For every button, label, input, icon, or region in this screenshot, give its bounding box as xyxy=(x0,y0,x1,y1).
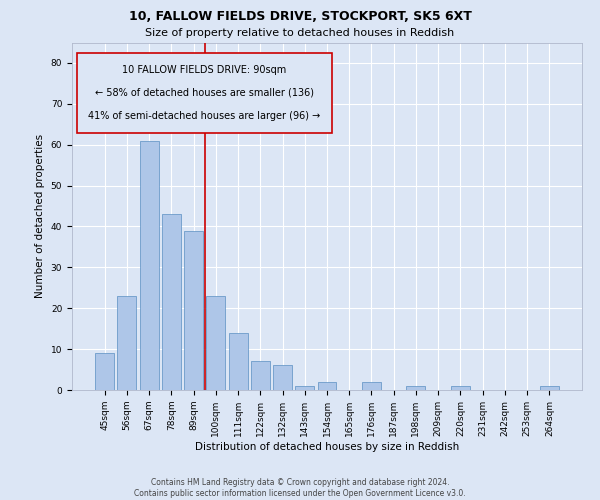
X-axis label: Distribution of detached houses by size in Reddish: Distribution of detached houses by size … xyxy=(195,442,459,452)
Bar xyxy=(118,296,136,390)
Bar xyxy=(295,386,314,390)
Text: 10 FALLOW FIELDS DRIVE: 90sqm: 10 FALLOW FIELDS DRIVE: 90sqm xyxy=(122,65,287,75)
Bar xyxy=(95,353,114,390)
Text: Contains HM Land Registry data © Crown copyright and database right 2024.
Contai: Contains HM Land Registry data © Crown c… xyxy=(134,478,466,498)
Bar xyxy=(451,386,470,390)
FancyBboxPatch shape xyxy=(77,53,332,133)
Bar xyxy=(251,362,270,390)
Text: 41% of semi-detached houses are larger (96) →: 41% of semi-detached houses are larger (… xyxy=(88,111,321,121)
Bar xyxy=(273,366,292,390)
Bar xyxy=(317,382,337,390)
Text: 10, FALLOW FIELDS DRIVE, STOCKPORT, SK5 6XT: 10, FALLOW FIELDS DRIVE, STOCKPORT, SK5 … xyxy=(128,10,472,23)
Bar xyxy=(229,333,248,390)
Bar xyxy=(406,386,425,390)
Bar xyxy=(362,382,381,390)
Bar xyxy=(206,296,225,390)
Bar xyxy=(540,386,559,390)
Text: Size of property relative to detached houses in Reddish: Size of property relative to detached ho… xyxy=(145,28,455,38)
Bar xyxy=(162,214,181,390)
Text: ← 58% of detached houses are smaller (136): ← 58% of detached houses are smaller (13… xyxy=(95,88,314,98)
Bar xyxy=(140,140,158,390)
Y-axis label: Number of detached properties: Number of detached properties xyxy=(35,134,45,298)
Bar xyxy=(184,230,203,390)
